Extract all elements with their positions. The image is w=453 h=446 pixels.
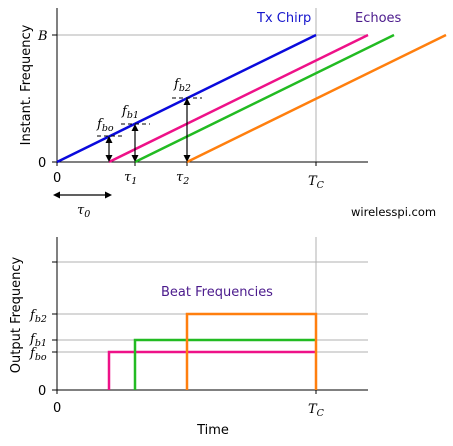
top-y-axis-label: Instant. Frequency	[19, 24, 34, 145]
bottom-y-axis-label: Output Frequency	[9, 256, 24, 373]
fb1-label: fb1	[121, 104, 139, 121]
bottom-y-tick-fb2: fb2	[29, 308, 47, 325]
fbo-label: fbo	[96, 117, 114, 134]
echo-line-2	[186, 33, 447, 164]
top-y-tick-zero: 0	[38, 156, 46, 171]
echo-line-1	[134, 33, 395, 164]
top-x-tick-tau1: τ1	[124, 170, 137, 187]
top-x-tick-zero: 0	[53, 171, 61, 186]
beat-step-fb1	[133, 338, 316, 390]
bottom-x-tick-zero: 0	[53, 401, 61, 416]
bottom-x-axis-label: Time	[196, 423, 229, 438]
top-x-tick-tc: TC	[308, 174, 325, 191]
legend-echoes: Echoes	[355, 11, 402, 26]
tau0-label: τ0	[77, 203, 90, 220]
legend-tx-chirp: Tx Chirp	[256, 11, 311, 26]
beat-step-fbo	[107, 350, 316, 390]
beat-step-fb2	[185, 312, 318, 390]
fbo-double-arrow	[105, 136, 113, 162]
tau0-double-arrow	[53, 191, 112, 199]
watermark: wirelesspi.com	[351, 205, 436, 219]
bottom-title: Beat Frequencies	[161, 285, 273, 300]
echo-line-0	[108, 33, 369, 164]
top-y-tick-b: B	[37, 29, 48, 44]
bottom-y-tick-zero: 0	[38, 384, 46, 399]
fb2-double-arrow	[183, 98, 191, 162]
top-x-tick-tau2: τ2	[176, 170, 189, 187]
top-panel: fbo fb1 fb2 Tx Chirp Echoes B 0 0 τ1 τ2 …	[19, 8, 447, 220]
bottom-x-tick-tc: TC	[308, 402, 325, 419]
bottom-panel: Beat Frequencies fb2 fb1 fbo 0 0 TC Time…	[9, 237, 368, 438]
bottom-y-tick-fb1: fb1	[29, 332, 47, 349]
fb1-double-arrow	[131, 124, 139, 162]
bottom-y-tick-fbo: fbo	[29, 346, 47, 363]
fb2-label: fb2	[173, 77, 191, 94]
